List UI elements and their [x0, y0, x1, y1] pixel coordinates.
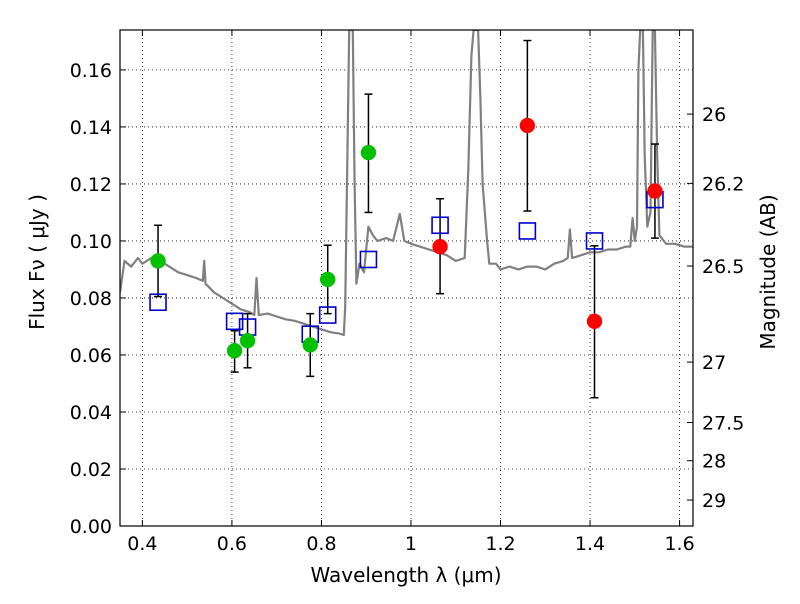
axes: 0.4 0.6 0.8 1 1.2 1.4 1.6 0.00 0.02 0.04 0.06 0.08 0… — [70, 30, 744, 555]
model-flux-square — [149, 293, 167, 312]
model-spectrum-line — [120, 30, 693, 337]
x-tick-label: 0.4 — [127, 533, 157, 555]
y-tick-label: 0.08 — [70, 288, 112, 310]
right-tick-label: 26.2 — [702, 173, 744, 195]
plot-frame — [119, 29, 694, 527]
right-tick-label: 28 — [702, 451, 726, 473]
right-tick-label: 29 — [702, 490, 726, 512]
right-tick-label: 27 — [702, 352, 726, 374]
y-tick-label: 0.12 — [70, 174, 112, 196]
photometry-point — [432, 238, 448, 255]
right-axis-label: Magnitude (AB) — [756, 194, 780, 349]
model-flux-square — [585, 232, 604, 250]
photometry-point — [239, 332, 256, 349]
y-tick-label: 0.16 — [70, 60, 112, 82]
photometry-point — [226, 342, 243, 359]
photometry-point — [150, 253, 166, 269]
x-tick-label: 1.4 — [575, 533, 605, 555]
y-axis-label: Flux Fν ( μJy ) — [25, 194, 49, 330]
model-flux-square — [225, 312, 244, 331]
x-axis-label: Wavelength λ (μm) — [310, 563, 501, 587]
model-flux-square — [318, 306, 337, 324]
right-tick-label: 26.5 — [702, 256, 744, 278]
photometry-point — [647, 183, 663, 199]
model-flux-square — [518, 222, 537, 240]
y-tick-label: 0.02 — [70, 459, 112, 481]
x-tick-label: 0.6 — [217, 533, 247, 555]
x-tick-label: 1.2 — [485, 533, 515, 555]
right-tick-label: 27.5 — [702, 413, 744, 435]
x-tick-label: 1 — [405, 533, 417, 555]
photometry-point — [319, 271, 336, 288]
photometry-point — [302, 337, 319, 353]
plot-area — [120, 30, 693, 399]
y-tick-label: 0.10 — [70, 231, 112, 253]
photometry-point — [586, 313, 603, 330]
right-tick-label: 26 — [702, 104, 726, 126]
y-tick-label: 0.14 — [70, 117, 112, 139]
model-flux-square — [431, 216, 449, 235]
x-tick-label: 1.6 — [664, 533, 694, 555]
y-tick-label: 0.06 — [70, 345, 112, 367]
x-tick-label: 0.8 — [306, 533, 336, 555]
photometry-point — [519, 117, 536, 134]
model-flux-square — [359, 250, 378, 269]
y-tick-label: 0.04 — [70, 402, 112, 424]
y-tick-label: 0.00 — [70, 516, 112, 538]
photometry-point — [360, 144, 377, 161]
